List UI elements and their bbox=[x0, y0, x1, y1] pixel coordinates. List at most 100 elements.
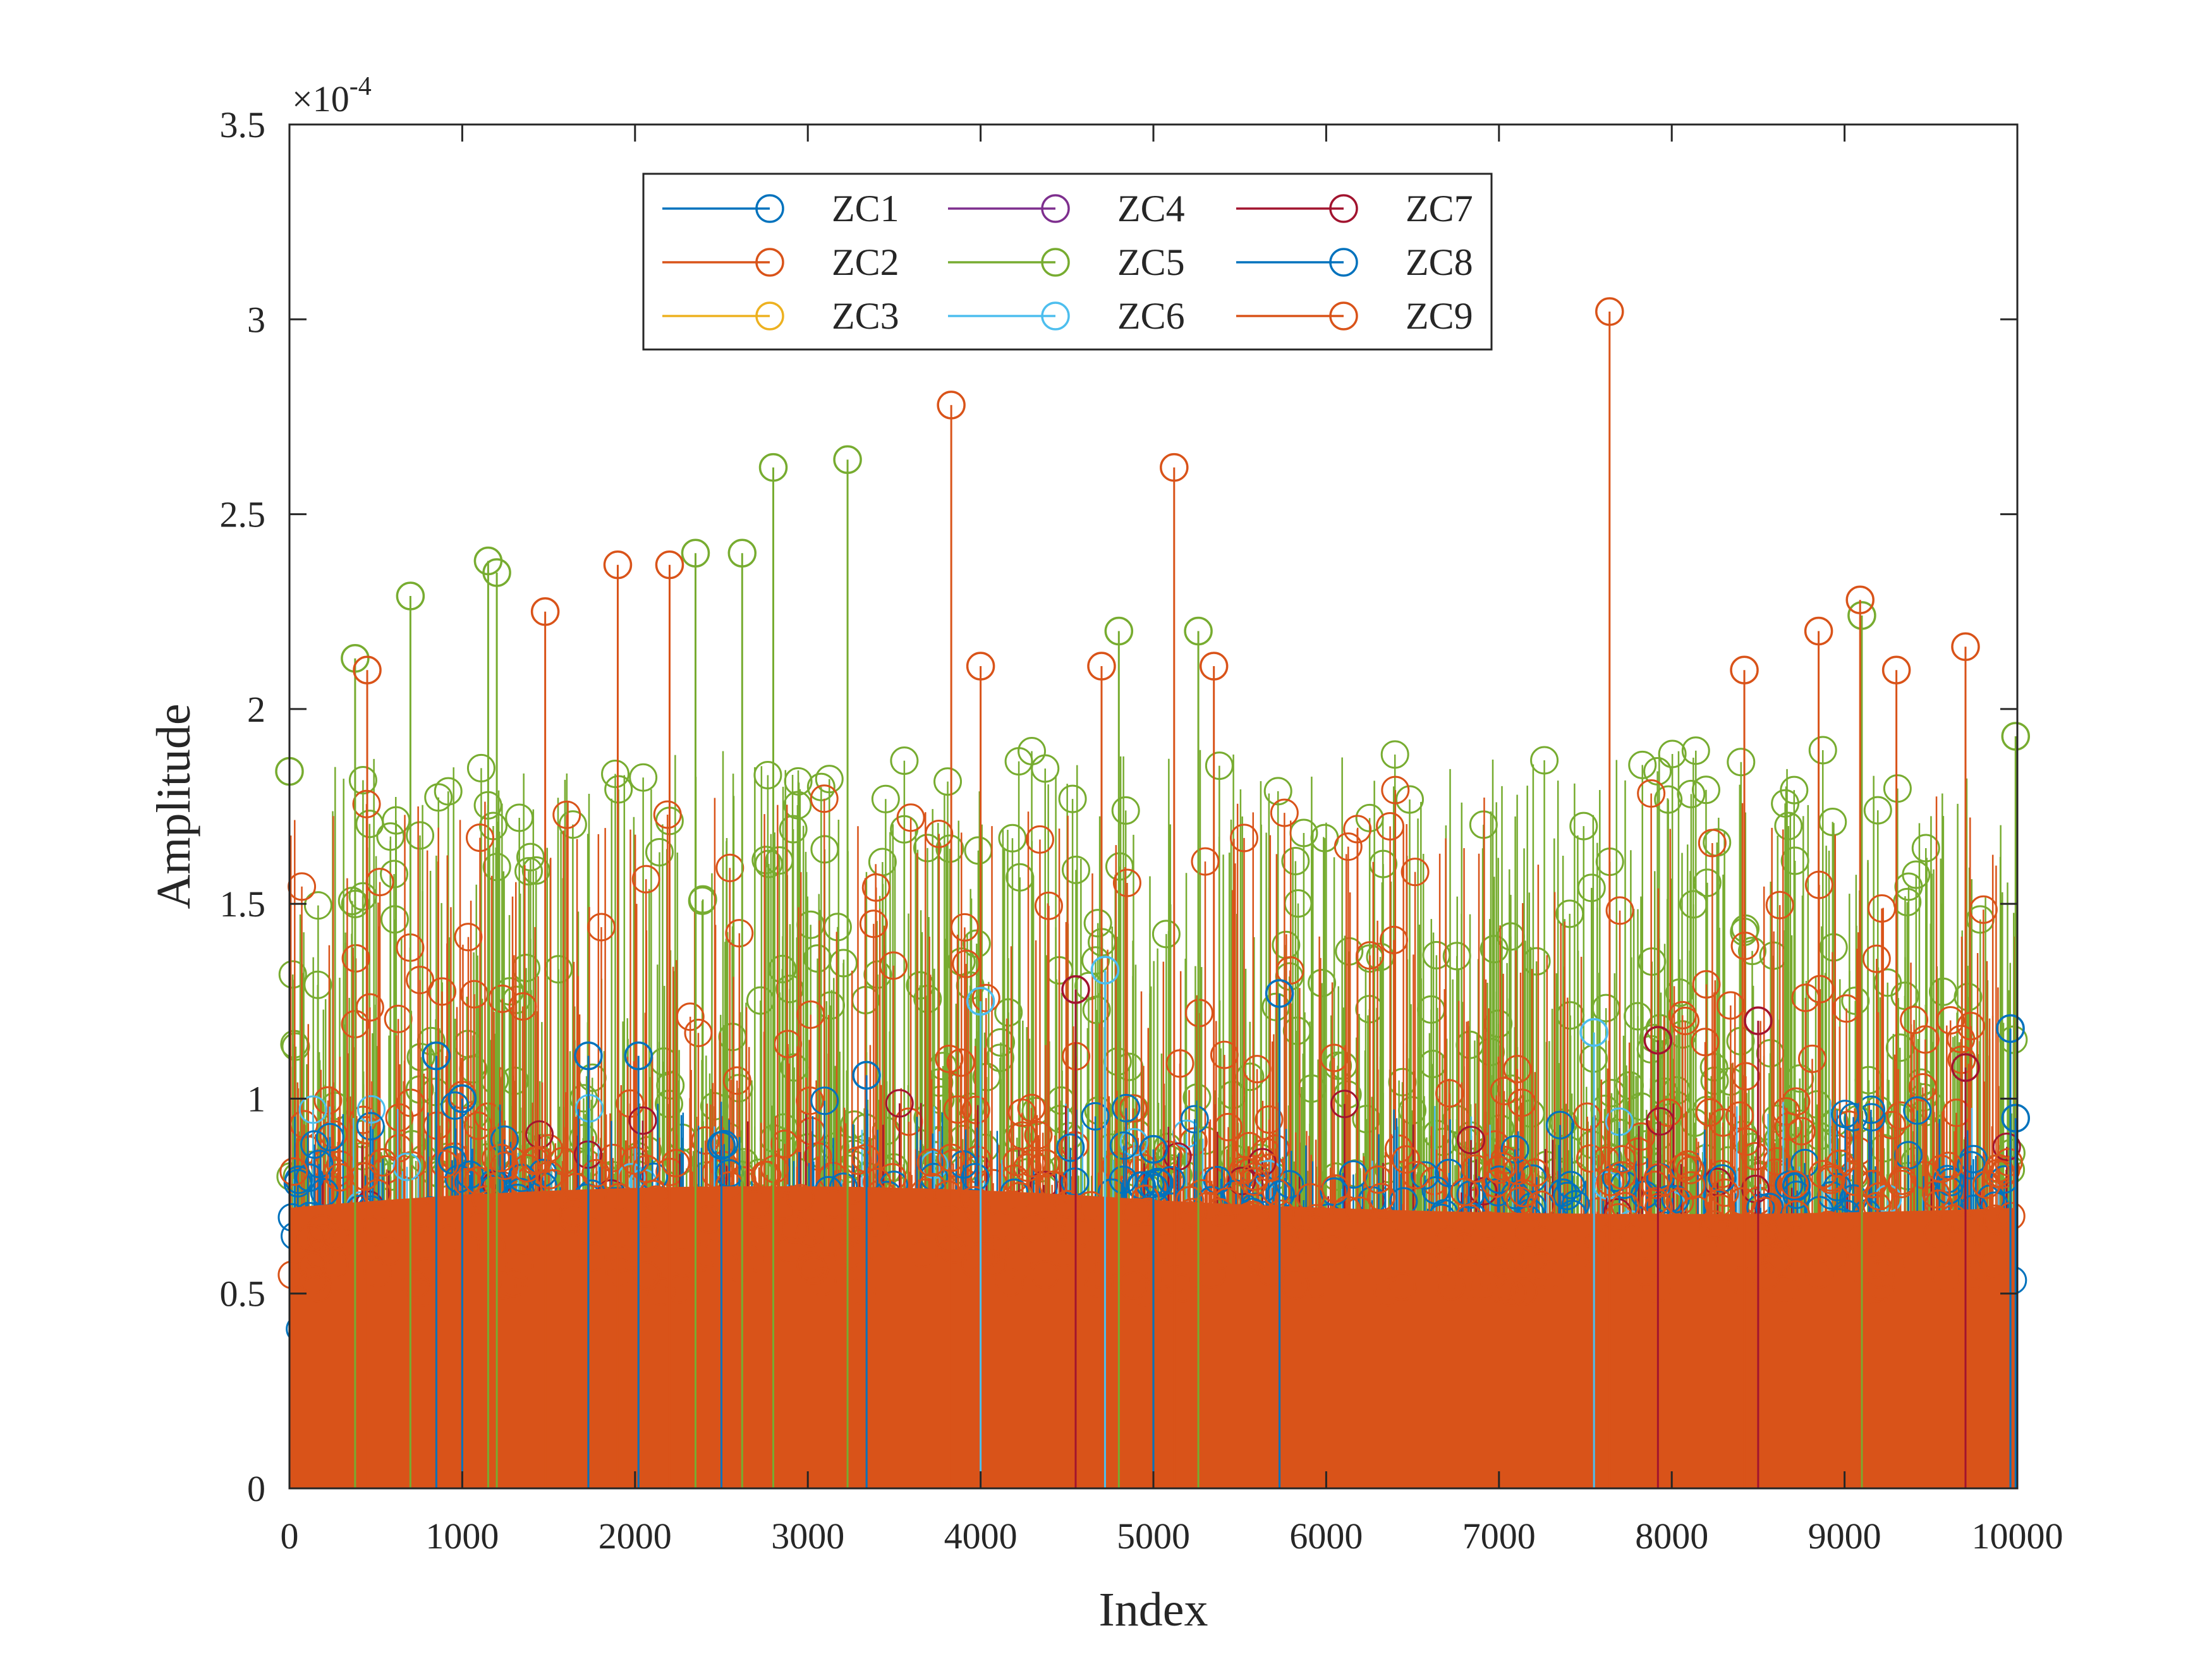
stem-marker bbox=[466, 823, 495, 853]
stem-marker bbox=[1062, 855, 1091, 884]
stem-marker bbox=[1957, 1012, 1986, 1041]
stem-marker bbox=[357, 1095, 386, 1124]
stem-marker bbox=[1646, 1107, 1675, 1136]
stem-marker bbox=[1119, 1094, 1148, 1123]
stem-marker bbox=[586, 913, 616, 942]
stem-marker bbox=[1698, 829, 1727, 858]
stem-marker bbox=[971, 983, 1000, 1012]
stem-marks bbox=[275, 297, 2031, 1488]
stem-marker bbox=[1654, 1098, 1683, 1127]
stem-marker bbox=[441, 1091, 470, 1120]
stem-marker bbox=[428, 977, 457, 1006]
stem-marker bbox=[751, 846, 781, 875]
stem-marker bbox=[1395, 785, 1425, 814]
stem-marker bbox=[355, 993, 384, 1022]
stem-marker bbox=[1628, 750, 1657, 779]
stem-marker bbox=[1152, 920, 1181, 949]
stem-marker bbox=[1627, 1122, 1656, 1151]
stem-marker bbox=[1421, 1176, 1450, 1205]
stem-marker bbox=[278, 960, 307, 989]
stem-marker bbox=[1727, 748, 1756, 777]
stem-marker bbox=[1954, 982, 1983, 1011]
stem-marker bbox=[871, 784, 900, 813]
stem-marker bbox=[1422, 940, 1451, 969]
stem-marker bbox=[998, 823, 1027, 853]
stem-marker bbox=[1374, 1155, 1403, 1184]
stem-marker bbox=[1229, 823, 1258, 853]
stem-marker bbox=[1058, 784, 1087, 813]
stem-marker bbox=[300, 1130, 329, 1159]
stem-marker bbox=[406, 821, 435, 850]
stem-marker bbox=[1654, 785, 1683, 814]
stem-marker bbox=[775, 975, 805, 1004]
stem-marker bbox=[1081, 1102, 1110, 1131]
stem-marker bbox=[1771, 1097, 1801, 1126]
stem-marker bbox=[1335, 937, 1364, 966]
stem-marker bbox=[779, 815, 808, 844]
stem-marker bbox=[1900, 1006, 1929, 1035]
stem-marker bbox=[1111, 796, 1140, 825]
stem-marker bbox=[1334, 832, 1363, 861]
stem-marker bbox=[434, 777, 463, 806]
stem-marker bbox=[1936, 1006, 1965, 1035]
stem-marker bbox=[1205, 751, 1234, 781]
stem-marker bbox=[879, 951, 908, 980]
stem-marker bbox=[1191, 847, 1220, 876]
stem-marker bbox=[1379, 925, 1408, 954]
stem-marker bbox=[783, 791, 812, 820]
stem-marker bbox=[1597, 1079, 1626, 1108]
stem-marker bbox=[1243, 1055, 1272, 1084]
stem-marker bbox=[1774, 811, 1803, 841]
stem-marker bbox=[1819, 933, 1848, 962]
stem-marker bbox=[1691, 1028, 1720, 1057]
stem-marker bbox=[521, 856, 550, 885]
stem-marker bbox=[1862, 944, 1891, 973]
stem-marker bbox=[722, 1066, 751, 1095]
stem-marker bbox=[1637, 779, 1666, 808]
stem-marker bbox=[466, 753, 495, 782]
stem-marker bbox=[688, 885, 717, 914]
stem-marker bbox=[313, 1086, 343, 1115]
stem-marker bbox=[1281, 846, 1310, 875]
stem-marker bbox=[1083, 909, 1112, 938]
stem-marker bbox=[1680, 1108, 1710, 1137]
stem-marker bbox=[1004, 747, 1033, 776]
stem-marker bbox=[1890, 981, 1919, 1011]
stem-marker bbox=[1878, 1110, 1907, 1139]
stem-marker bbox=[1569, 811, 1598, 841]
stem-marker bbox=[1263, 777, 1292, 806]
stem-marker bbox=[1806, 975, 1835, 1004]
stem-marker bbox=[1780, 775, 1809, 805]
stem-marker bbox=[1442, 942, 1471, 971]
stem-marker bbox=[631, 865, 660, 894]
stem-marker bbox=[348, 766, 377, 795]
stem-marker bbox=[885, 1089, 914, 1118]
stem-marker bbox=[601, 760, 630, 789]
stem-marker bbox=[454, 923, 483, 952]
stem-marker bbox=[1738, 937, 1767, 966]
stem-marker bbox=[1255, 1105, 1284, 1134]
stem-marker bbox=[1308, 968, 1337, 997]
stem-marker bbox=[1765, 890, 1794, 920]
stem-marker bbox=[1643, 757, 1672, 786]
stem-marker bbox=[1692, 868, 1722, 897]
stem-marker bbox=[1507, 1088, 1536, 1117]
stem-marker bbox=[1008, 1121, 1037, 1150]
stem-marker bbox=[1839, 1102, 1868, 1131]
stem-marker bbox=[1553, 1181, 1582, 1210]
stem-marker bbox=[1774, 1112, 1803, 1141]
stem-marker bbox=[1798, 1044, 1827, 1073]
stem-marker bbox=[859, 909, 888, 939]
stem-marker bbox=[1731, 914, 1760, 943]
stem-marker bbox=[1605, 896, 1634, 925]
stem-marker bbox=[1381, 775, 1410, 805]
stem-marker bbox=[1457, 1126, 1486, 1155]
stem-marker bbox=[810, 1086, 839, 1115]
stem-marker bbox=[1668, 1000, 1697, 1030]
stem-marker bbox=[1942, 1098, 1971, 1127]
stem-marker bbox=[1236, 1062, 1265, 1091]
stem-marker bbox=[987, 1028, 1016, 1057]
stem-marker bbox=[1112, 1093, 1141, 1122]
stem-marker bbox=[406, 1043, 435, 1072]
stem-marker bbox=[1692, 970, 1721, 999]
